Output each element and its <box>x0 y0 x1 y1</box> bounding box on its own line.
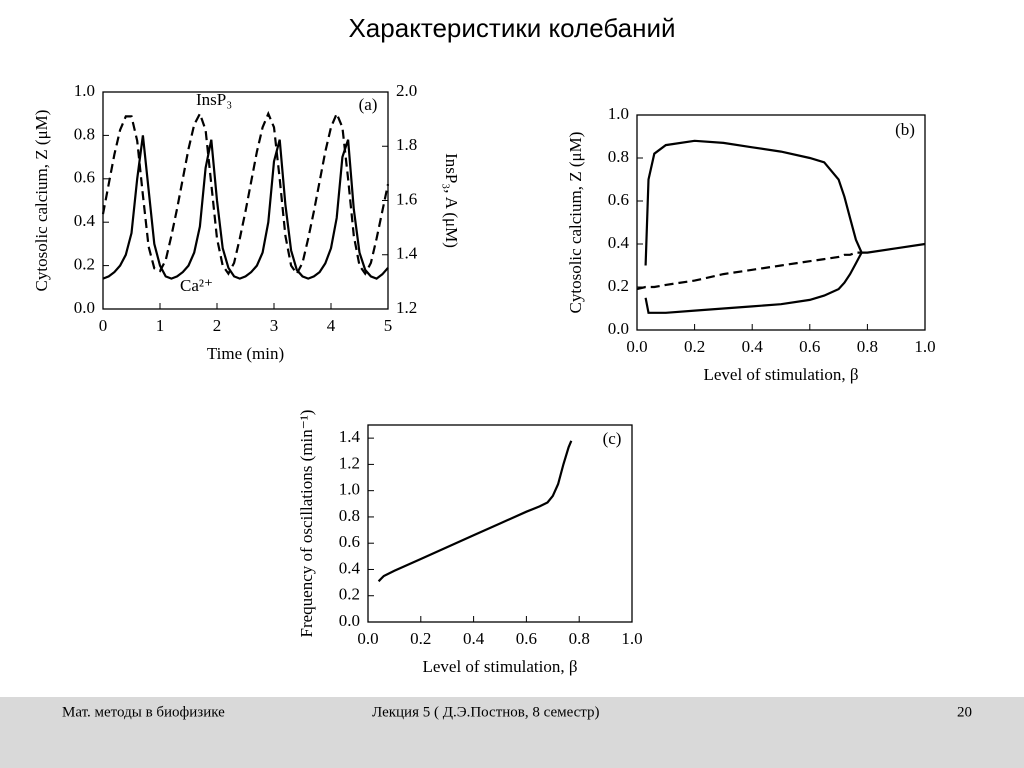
annotation: InsP₃ <box>196 90 232 109</box>
y2-tick-label: 1.8 <box>396 135 417 154</box>
y-tick-label: 1.2 <box>339 453 360 472</box>
x-tick-label: 4 <box>327 316 336 335</box>
plot-frame <box>636 114 926 331</box>
y-axis-label: Cytosolic calcium, Z (μM) <box>566 132 585 314</box>
y-tick-label: 0.0 <box>74 298 95 317</box>
y-tick-label: 0.4 <box>339 558 361 577</box>
y2-tick-label: 1.4 <box>396 244 418 263</box>
x-tick-label: 0 <box>99 316 108 335</box>
x-axis-label: Level of stimulation, β <box>422 657 577 676</box>
x-tick-label: 1.0 <box>914 337 935 356</box>
y-tick-label: 0.4 <box>74 211 96 230</box>
y2-tick-label: 1.6 <box>396 189 417 208</box>
x-tick-label: 5 <box>384 316 393 335</box>
series-line <box>861 242 926 254</box>
series-line <box>636 251 862 291</box>
x-tick-label: 0.8 <box>857 337 878 356</box>
y-tick-label: 0.4 <box>608 233 630 252</box>
y-tick-label: 0.8 <box>74 124 95 143</box>
series-line <box>644 139 863 266</box>
x-tick-label: 0.2 <box>684 337 705 356</box>
y2-tick-label: 2.0 <box>396 81 417 100</box>
y2-axis-label: InsP₃, A (μM) <box>442 153 461 248</box>
x-axis-label: Level of stimulation, β <box>703 365 858 384</box>
x-axis-label: Time (min) <box>207 344 284 363</box>
panel-label: (a) <box>359 95 378 114</box>
plot-frame <box>367 424 633 623</box>
y-axis-label: Cytosolic calcium, Z (μM) <box>32 110 51 292</box>
page-number: 20 <box>957 704 972 720</box>
panel-label: (c) <box>603 429 622 448</box>
y-tick-label: 1.4 <box>339 427 361 446</box>
slide-title: Характеристики колебаний <box>348 13 675 43</box>
y-tick-label: 0.2 <box>608 276 629 295</box>
y-tick-label: 1.0 <box>74 81 95 100</box>
x-tick-label: 0.4 <box>463 629 485 648</box>
y-tick-label: 0.8 <box>339 506 360 525</box>
x-tick-label: 0.4 <box>742 337 764 356</box>
footer-band <box>0 697 1024 768</box>
x-tick-label: 0.2 <box>410 629 431 648</box>
y-tick-label: 1.0 <box>608 104 629 123</box>
x-tick-label: 3 <box>270 316 279 335</box>
y-tick-label: 0.2 <box>339 585 360 604</box>
y-axis-label: Frequency of oscillations (min⁻¹) <box>297 410 316 638</box>
annotation: Ca²⁺ <box>180 276 213 295</box>
x-tick-label: 2 <box>213 316 222 335</box>
y-tick-label: 0.6 <box>74 168 95 187</box>
series-line <box>101 110 390 276</box>
y-tick-label: 0.6 <box>608 190 629 209</box>
x-tick-label: 1.0 <box>621 629 642 648</box>
x-tick-label: 0.0 <box>626 337 647 356</box>
y-tick-label: 0.0 <box>608 319 629 338</box>
x-tick-label: 0.6 <box>799 337 820 356</box>
y-tick-label: 0.6 <box>339 532 360 551</box>
series-line <box>377 440 573 583</box>
footer-left: Мат. методы в биофизике <box>62 704 225 720</box>
y-tick-label: 0.8 <box>608 147 629 166</box>
x-tick-label: 1 <box>156 316 165 335</box>
series-line <box>102 135 389 280</box>
x-tick-label: 0.6 <box>516 629 537 648</box>
y-tick-label: 0.0 <box>339 611 360 630</box>
footer-center: Лекция 5 ( Д.Э.Постнов, 8 семестр) <box>372 704 600 720</box>
panel-label: (b) <box>895 120 915 139</box>
y-tick-label: 1.0 <box>339 480 360 499</box>
series-line <box>644 252 863 314</box>
y2-tick-label: 1.2 <box>396 298 417 317</box>
x-tick-label: 0.8 <box>569 629 590 648</box>
x-tick-label: 0.0 <box>357 629 378 648</box>
y-tick-label: 0.2 <box>74 255 95 274</box>
